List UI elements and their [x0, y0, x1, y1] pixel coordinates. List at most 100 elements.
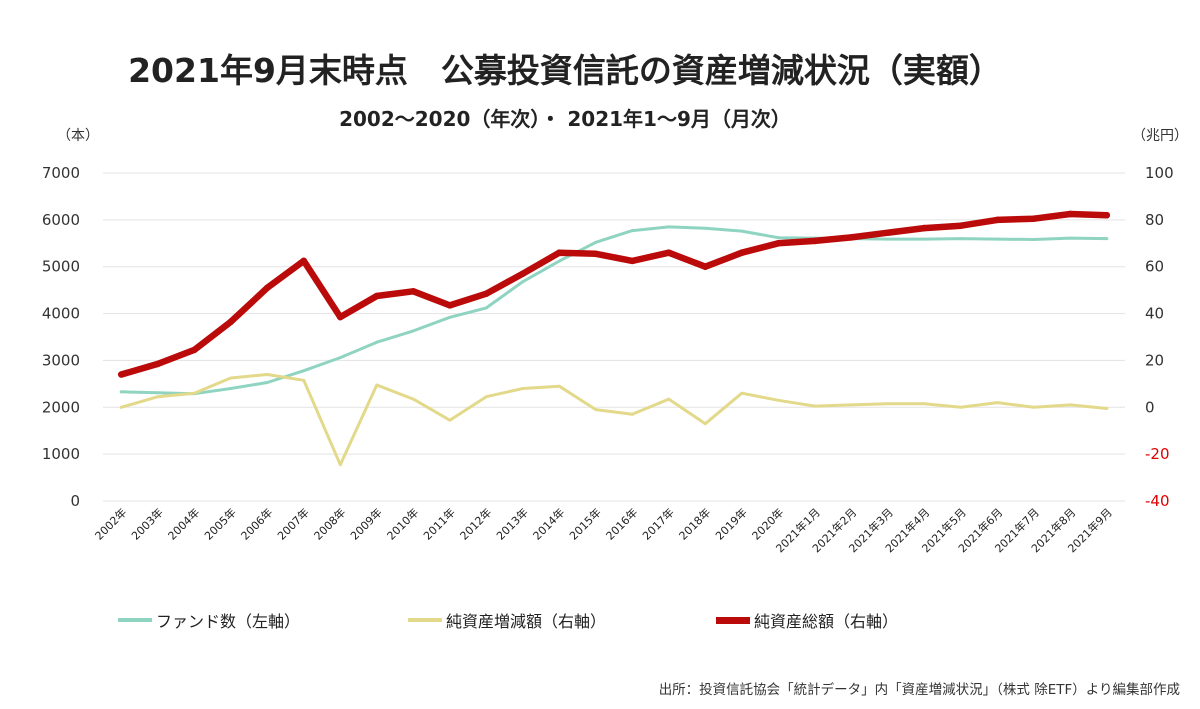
data-point — [229, 376, 233, 380]
data-point — [154, 360, 161, 368]
chart-subtitle: 2002〜2020（年次）・ 2021年1〜9月（月次） — [339, 107, 791, 131]
data-point — [484, 306, 488, 310]
data-point — [302, 369, 306, 373]
data-point — [338, 463, 342, 467]
data-point — [740, 391, 744, 395]
data-point — [337, 313, 344, 321]
data-point — [629, 257, 636, 265]
data-point — [703, 226, 707, 230]
legend-swatch-net-asset-total — [716, 616, 750, 624]
data-point — [1105, 237, 1109, 241]
data-point — [740, 229, 744, 233]
data-point — [995, 401, 999, 405]
data-point — [556, 249, 563, 256]
x-axis-tick-label: 2016年 — [603, 505, 640, 542]
data-point — [521, 280, 525, 284]
x-axis-tick-label: 2004年 — [165, 505, 202, 542]
data-point — [848, 234, 855, 241]
series-line-net-asset-change — [119, 373, 1109, 467]
data-point — [1067, 210, 1074, 218]
data-point — [994, 216, 1001, 224]
data-point — [1068, 236, 1072, 240]
data-point — [156, 391, 160, 395]
data-point — [594, 408, 598, 412]
data-point — [375, 340, 379, 344]
left-axis-tick-label: 1000 — [42, 445, 80, 463]
x-axis-tick-label: 2009年 — [347, 505, 384, 542]
data-point — [630, 412, 634, 416]
legend-item-fund-count: ファンド数（左軸） — [118, 608, 300, 632]
legend-swatch-net-asset-change — [408, 618, 442, 622]
data-point — [592, 250, 599, 258]
data-point — [1103, 211, 1110, 219]
x-axis-tick-label: 2013年 — [493, 505, 530, 542]
data-point — [703, 422, 707, 426]
data-point — [338, 356, 342, 360]
data-point — [229, 387, 233, 391]
x-axis-tick-label: 2019年 — [712, 505, 749, 542]
data-point — [557, 259, 561, 263]
data-point — [118, 371, 125, 378]
data-point — [448, 315, 452, 319]
data-point — [300, 257, 307, 265]
data-point — [630, 229, 634, 233]
x-axis-tick-label: 2005年 — [201, 505, 238, 542]
left-axis-tick-label: 7000 — [42, 164, 80, 182]
data-point — [921, 224, 928, 232]
data-point — [886, 402, 890, 406]
data-point — [519, 270, 526, 277]
right-axis-tick-label: 100 — [1145, 164, 1174, 182]
data-point — [119, 390, 123, 394]
legend-label-net-asset-change: 純資産増減額（右軸） — [446, 612, 607, 631]
legend-label-net-asset-total: 純資産総額（右軸） — [754, 612, 899, 631]
data-point — [1032, 405, 1036, 409]
data-point — [411, 397, 415, 401]
left-axis-tick-label: 6000 — [42, 211, 80, 229]
data-point — [702, 263, 709, 270]
data-point — [373, 292, 380, 300]
series-line-fund-count — [119, 225, 1109, 396]
data-point — [410, 288, 417, 295]
data-point — [265, 372, 269, 376]
left-axis-tick-label: 4000 — [42, 305, 80, 323]
legend-item-net-asset-change: 純資産増減額（右軸） — [408, 608, 606, 632]
right-axis-tick-label: 20 — [1145, 351, 1164, 369]
right-axis-tick-label: -40 — [1145, 492, 1170, 510]
right-axis-tick-label: 40 — [1145, 305, 1164, 323]
legend-label-fund-count: ファンド数（左軸） — [156, 612, 301, 631]
data-point — [192, 391, 196, 395]
x-axis-tick-label: 2018年 — [676, 505, 713, 542]
left-axis-tick-label: 3000 — [42, 351, 80, 369]
data-point — [1105, 406, 1109, 410]
data-point — [849, 403, 853, 407]
data-point — [227, 318, 234, 326]
x-axis-tick-label: 2006年 — [238, 505, 275, 542]
data-point — [1068, 403, 1072, 407]
x-axis-tick-label: 2010年 — [384, 505, 421, 542]
data-point — [922, 237, 926, 241]
data-point — [886, 237, 890, 241]
data-point — [521, 387, 525, 391]
data-point — [557, 384, 561, 388]
left-axis-tick-label: 0 — [70, 492, 80, 510]
data-point — [483, 290, 490, 297]
right-axis-unit: （兆円） — [1132, 128, 1188, 144]
left-axis-tick-label: 5000 — [42, 258, 80, 276]
x-axis-tick-label: 2017年 — [639, 505, 676, 542]
source-note: 出所：投資信託協会「統計データ」内「資産増減状況」（株式 除ETF）より編集部作… — [658, 682, 1180, 698]
data-point — [411, 329, 415, 333]
x-axis-tick-label: 2002年 — [92, 505, 129, 542]
right-axis-tick-label: 80 — [1145, 211, 1164, 229]
right-axis-tick-label: -20 — [1145, 445, 1170, 463]
x-axis-tick-label: 2020年 — [749, 505, 786, 542]
data-point — [265, 380, 269, 384]
data-point — [959, 405, 963, 409]
data-point — [813, 404, 817, 408]
data-point — [1032, 238, 1036, 242]
x-axis-tick-label: 2012年 — [457, 505, 494, 542]
data-point — [446, 302, 453, 309]
x-axis-tick-label: 2008年 — [311, 505, 348, 542]
data-point — [884, 229, 891, 236]
data-point — [738, 249, 745, 256]
